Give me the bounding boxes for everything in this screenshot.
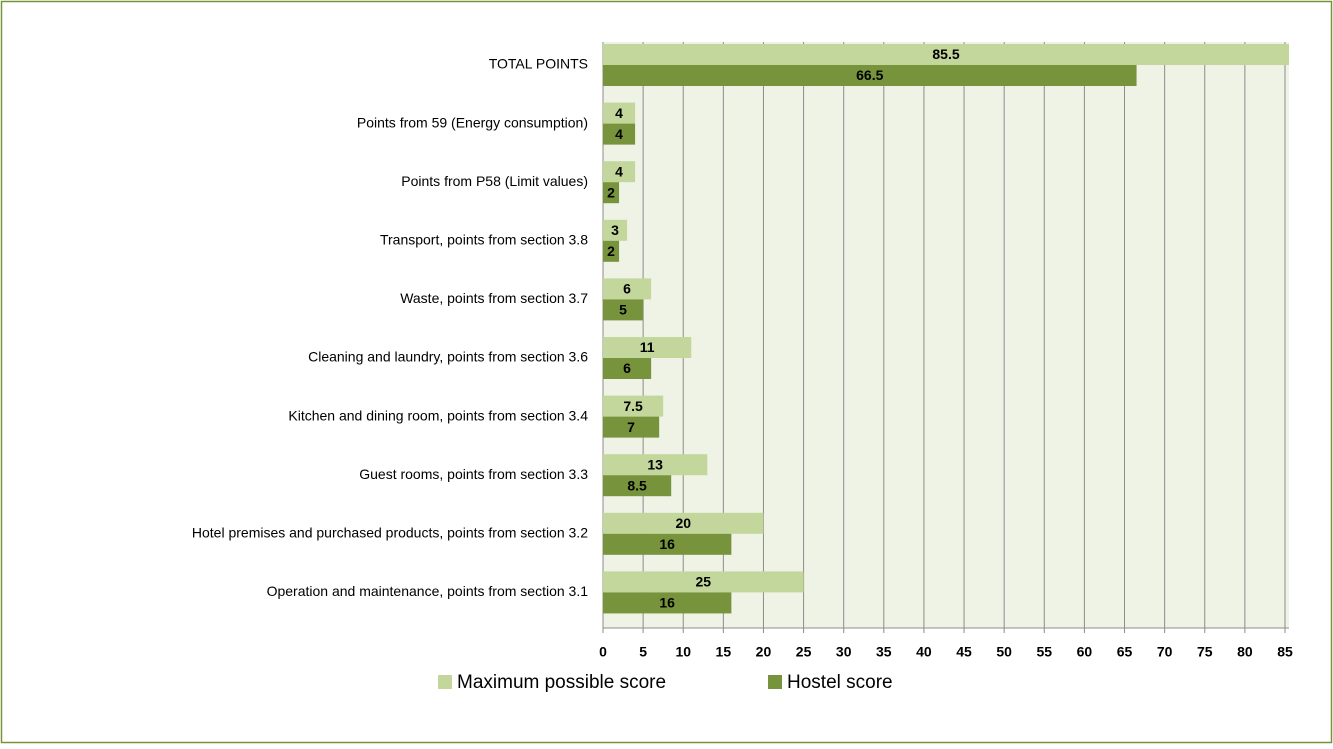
x-tick-label: 35 <box>876 644 892 660</box>
legend-swatch <box>438 675 452 689</box>
value-label: 11 <box>640 339 655 355</box>
bar <box>603 533 732 555</box>
y-tick-label: TOTAL POINTS <box>489 56 588 72</box>
y-tick-label: Waste, points from section 3.7 <box>400 290 588 306</box>
value-label: 66.5 <box>856 67 883 83</box>
value-label: 13 <box>647 456 663 472</box>
value-label: 3 <box>611 222 619 238</box>
bar <box>603 337 692 358</box>
legend-label: Maximum possible score <box>457 672 666 693</box>
value-label: 2 <box>607 184 615 200</box>
bar <box>603 182 620 204</box>
value-label: 85.5 <box>932 46 959 62</box>
x-tick-label: 85 <box>1277 644 1293 660</box>
x-tick-label: 55 <box>1036 644 1052 660</box>
bar <box>603 416 660 438</box>
value-label: 16 <box>659 536 675 552</box>
value-label: 20 <box>675 515 691 531</box>
legend-label: Hostel score <box>787 672 893 693</box>
x-tick-label: 0 <box>599 644 607 660</box>
y-tick-label: Points from 59 (Energy consumption) <box>357 114 588 130</box>
bar <box>603 571 804 593</box>
value-label: 7.5 <box>623 398 643 414</box>
bar <box>603 358 652 379</box>
value-label: 5 <box>619 302 627 318</box>
y-tick-label: Operation and maintenance, points from s… <box>267 583 589 599</box>
x-tick-label: 60 <box>1077 644 1093 660</box>
bar <box>603 592 732 614</box>
bar <box>603 299 644 321</box>
value-label: 4 <box>615 126 623 142</box>
x-tick-label: 40 <box>916 644 932 660</box>
bar <box>603 454 708 476</box>
y-tick-label: Kitchen and dining room, points from sec… <box>288 407 588 423</box>
bar <box>603 395 664 417</box>
bar <box>603 240 620 262</box>
legend-swatch <box>768 675 782 689</box>
value-label: 16 <box>659 595 675 611</box>
y-tick-label: Transport, points from section 3.8 <box>380 232 588 248</box>
x-tick-label: 45 <box>956 644 972 660</box>
x-tick-label: 5 <box>639 644 647 660</box>
value-label: 8.5 <box>627 477 647 493</box>
y-tick-label: Cleaning and laundry, points from sectio… <box>308 349 588 365</box>
value-label: 7 <box>627 419 635 435</box>
bar <box>603 219 628 241</box>
bar <box>603 123 636 145</box>
bar <box>603 278 652 300</box>
x-tick-label: 80 <box>1237 644 1253 660</box>
y-tick-label: Guest rooms, points from section 3.3 <box>359 466 588 482</box>
bar <box>603 102 636 124</box>
value-label: 4 <box>615 163 623 179</box>
x-tick-label: 25 <box>796 644 812 660</box>
x-tick-label: 20 <box>756 644 772 660</box>
y-tick-label: Points from P58 (Limit values) <box>401 173 588 189</box>
value-label: 6 <box>623 281 631 297</box>
x-tick-label: 70 <box>1157 644 1173 660</box>
bar <box>603 44 1289 65</box>
value-label: 25 <box>696 574 712 590</box>
value-label: 6 <box>623 360 631 376</box>
y-tick-label: Hotel premises and purchased products, p… <box>192 525 588 541</box>
bar <box>603 65 1137 86</box>
value-label: 2 <box>607 243 615 259</box>
x-tick-label: 15 <box>716 644 732 660</box>
bar <box>603 475 672 497</box>
value-label: 4 <box>615 105 623 121</box>
bar <box>603 512 764 534</box>
x-tick-label: 10 <box>675 644 691 660</box>
x-tick-label: 30 <box>836 644 852 660</box>
x-tick-label: 50 <box>996 644 1012 660</box>
x-tick-label: 75 <box>1197 644 1213 660</box>
x-tick-label: 65 <box>1117 644 1133 660</box>
bar <box>603 161 636 183</box>
